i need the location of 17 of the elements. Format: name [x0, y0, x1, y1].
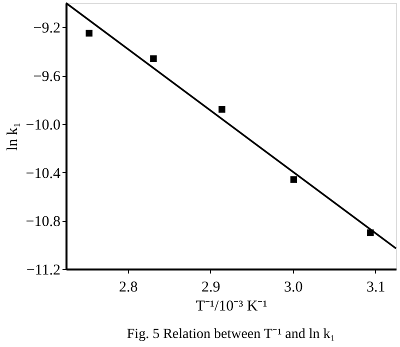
- x-tick-label: 2.9: [202, 280, 220, 296]
- x-axis-title: T⁻¹/10⁻³ K⁻¹: [196, 298, 268, 314]
- y-tick-label: −11.2: [26, 262, 60, 278]
- y-tick-label: −10.4: [26, 166, 61, 182]
- y-tick-label: −9.6: [33, 69, 61, 86]
- y-tick-label: −9.2: [33, 20, 60, 37]
- caption: Fig. 5 Relation between T⁻¹ and ln k₁: [126, 327, 336, 342]
- y-tick-label: −10.8: [26, 214, 60, 230]
- point: [290, 176, 298, 183]
- x-tick-label: 3.1: [366, 280, 386, 296]
- y-tick-label: −10.0: [26, 117, 60, 134]
- point: [218, 106, 226, 113]
- x-tick-label: 2.8: [119, 280, 138, 296]
- point: [150, 55, 157, 62]
- x-tick-label: 3.0: [284, 280, 303, 296]
- point: [86, 30, 92, 37]
- y-axis-title: ln k₁: [4, 122, 21, 151]
